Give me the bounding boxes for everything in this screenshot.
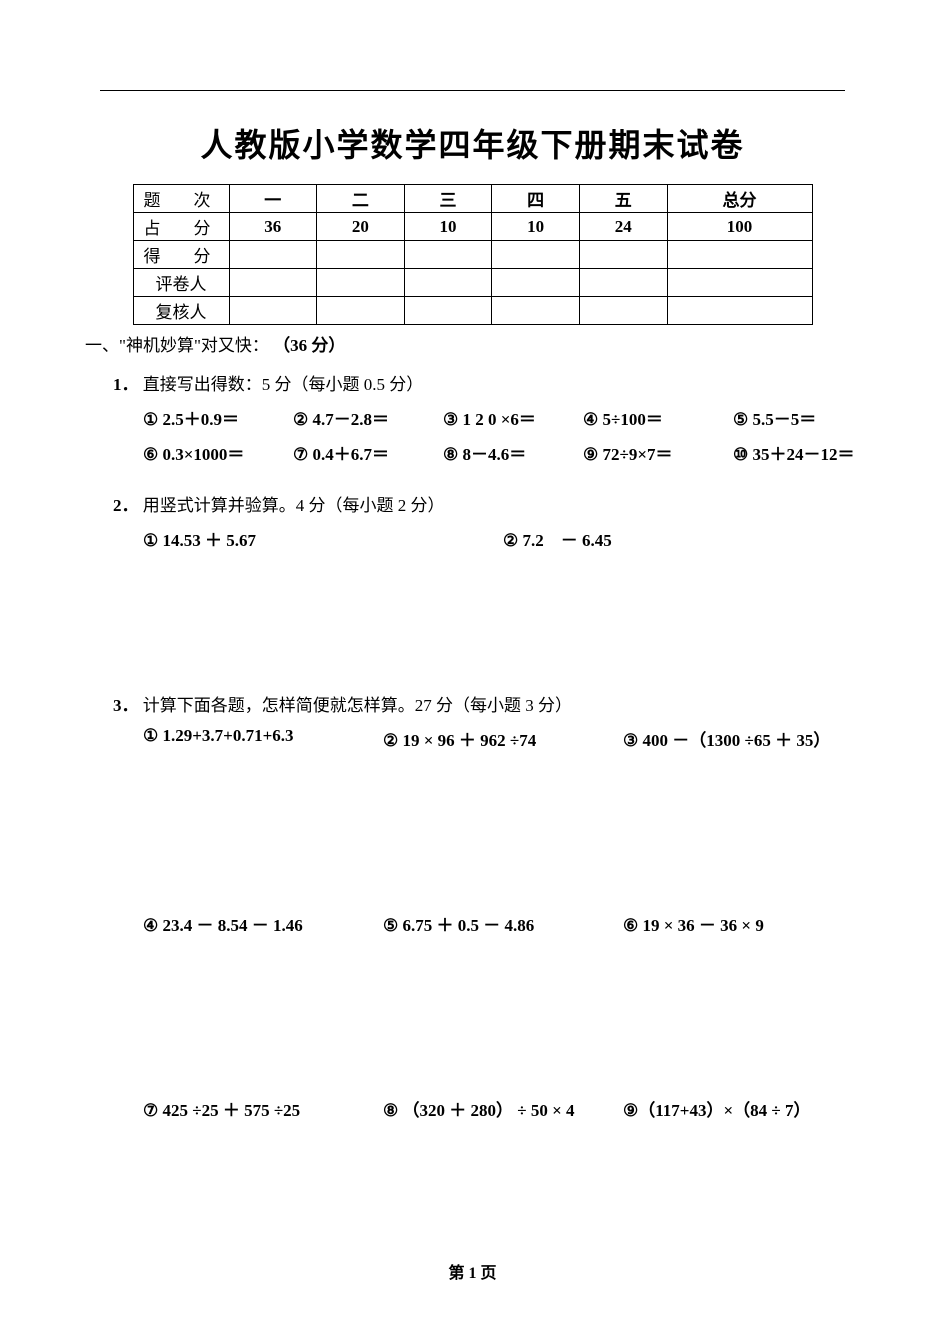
col-header: 四 <box>492 185 580 213</box>
empty-cell <box>492 297 580 325</box>
q-text: 直接写出得数：5 分（每小题 0.5 分） <box>143 375 424 394</box>
empty-cell <box>492 269 580 297</box>
work-space <box>75 946 870 1096</box>
row-header: 得 分 <box>133 241 229 269</box>
expr: ⑧ 8－4.6＝ <box>443 440 583 465</box>
expr: ⑩ 35＋24－12＝ <box>733 440 893 465</box>
empty-cell <box>229 241 317 269</box>
table-row-scores: 占 分 36 20 10 10 24 100 <box>133 213 812 241</box>
work-space <box>75 761 870 911</box>
expr: ⑥ 0.3×1000＝ <box>143 440 293 465</box>
empty-cell <box>667 241 812 269</box>
row-header: 复核人 <box>133 297 229 325</box>
q1-row-1: ① 2.5＋0.9＝ ② 4.7－2.8＝ ③ 1 2 0 ×6＝ ④ 5÷10… <box>143 405 870 430</box>
empty-cell <box>579 241 667 269</box>
section-label: 一、"神机妙算"对又快： <box>85 336 269 355</box>
q1-row-2: ⑥ 0.3×1000＝ ⑦ 0.4＋6.7＝ ⑧ 8－4.6＝ ⑨ 72÷9×7… <box>143 440 870 465</box>
expr: ② 4.7－2.8＝ <box>293 405 443 430</box>
table-row-reviewer: 复核人 <box>133 297 812 325</box>
score-cell: 100 <box>667 213 812 241</box>
empty-cell <box>667 269 812 297</box>
row-header: 题 次 <box>133 185 229 213</box>
q2-row: ① 14.53 ＋ 5.67 ② 7.2 － 6.45 <box>143 526 870 551</box>
page-number: 第 1 页 <box>0 1259 945 1283</box>
expr: ⑤ 5.5－5＝ <box>733 405 893 430</box>
empty-cell <box>579 269 667 297</box>
expr: ⑧ （320 ＋ 280） ÷ 50 × 4 <box>383 1096 623 1121</box>
q3-row-1: ① 1.29+3.7+0.71+6.3 ② 19 × 96 ＋ 962 ÷74 … <box>143 726 870 751</box>
empty-cell <box>229 269 317 297</box>
table-row-header: 题 次 一 二 三 四 五 总分 <box>133 185 812 213</box>
header-rule <box>100 90 845 91</box>
empty-cell <box>404 297 492 325</box>
col-header: 五 <box>579 185 667 213</box>
col-header: 二 <box>317 185 405 213</box>
col-header: 一 <box>229 185 317 213</box>
question-3: 3． 计算下面各题，怎样简便就怎样算。27 分（每小题 3 分） <box>113 691 870 716</box>
expr: ① 14.53 ＋ 5.67 <box>143 526 503 551</box>
expr: ③ 1 2 0 ×6＝ <box>443 405 583 430</box>
work-space <box>75 561 870 691</box>
empty-cell <box>317 297 405 325</box>
empty-cell <box>317 241 405 269</box>
expr: ⑤ 6.75 ＋ 0.5 － 4.86 <box>383 911 623 936</box>
q-text: 计算下面各题，怎样简便就怎样算。27 分（每小题 3 分） <box>143 696 572 715</box>
score-cell: 36 <box>229 213 317 241</box>
empty-cell <box>317 269 405 297</box>
expr: ④ 23.4 － 8.54 － 1.46 <box>143 911 383 936</box>
empty-cell <box>667 297 812 325</box>
expr: ② 7.2 － 6.45 <box>503 526 870 551</box>
section-points: （36 分） <box>273 336 345 355</box>
score-cell: 10 <box>404 213 492 241</box>
q-num: 2． <box>113 496 139 515</box>
q-text: 用竖式计算并验算。4 分（每小题 2 分） <box>143 496 445 515</box>
expr: ④ 5÷100＝ <box>583 405 733 430</box>
q-num: 3． <box>113 696 139 715</box>
q3-row-3: ⑦ 425 ÷25 ＋ 575 ÷25 ⑧ （320 ＋ 280） ÷ 50 ×… <box>143 1096 870 1121</box>
section-1-header: 一、"神机妙算"对又快： （36 分） <box>85 331 870 356</box>
expr: ① 2.5＋0.9＝ <box>143 405 293 430</box>
empty-cell <box>579 297 667 325</box>
expr: ⑦ 425 ÷25 ＋ 575 ÷25 <box>143 1096 383 1121</box>
expr: ⑨ 72÷9×7＝ <box>583 440 733 465</box>
page-title: 人教版小学数学四年级下册期末试卷 <box>75 120 870 166</box>
expr: ③ 400 －（1300 ÷65 ＋ 35） <box>623 726 870 751</box>
expr: ② 19 × 96 ＋ 962 ÷74 <box>383 726 623 751</box>
q-num: 1． <box>113 375 139 394</box>
expr: ① 1.29+3.7+0.71+6.3 <box>143 726 383 751</box>
table-row-earned: 得 分 <box>133 241 812 269</box>
expr: ⑦ 0.4＋6.7＝ <box>293 440 443 465</box>
score-table: 题 次 一 二 三 四 五 总分 占 分 36 20 10 10 24 100 … <box>133 184 813 325</box>
empty-cell <box>404 269 492 297</box>
question-2: 2． 用竖式计算并验算。4 分（每小题 2 分） <box>113 491 870 516</box>
row-header: 评卷人 <box>133 269 229 297</box>
empty-cell <box>229 297 317 325</box>
question-1: 1． 直接写出得数：5 分（每小题 0.5 分） <box>113 370 870 395</box>
score-cell: 10 <box>492 213 580 241</box>
table-row-grader: 评卷人 <box>133 269 812 297</box>
empty-cell <box>492 241 580 269</box>
q3-row-2: ④ 23.4 － 8.54 － 1.46 ⑤ 6.75 ＋ 0.5 － 4.86… <box>143 911 870 936</box>
expr: ⑥ 19 × 36 － 36 × 9 <box>623 911 870 936</box>
row-header: 占 分 <box>133 213 229 241</box>
score-cell: 20 <box>317 213 405 241</box>
col-header: 三 <box>404 185 492 213</box>
empty-cell <box>404 241 492 269</box>
col-header: 总分 <box>667 185 812 213</box>
expr: ⑨（117+43）×（84 ÷ 7） <box>623 1096 870 1121</box>
score-cell: 24 <box>579 213 667 241</box>
